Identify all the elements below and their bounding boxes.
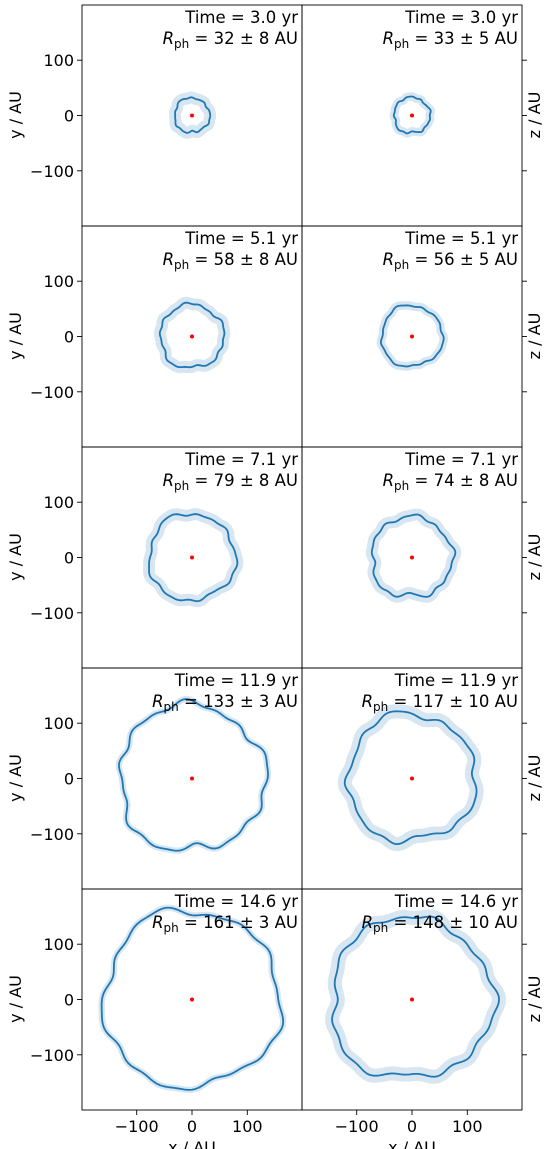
y-tick-label: −100	[30, 604, 74, 623]
y-axis-label: y / AU	[6, 91, 25, 139]
rph-label: Rph = 79 ± 8 AU	[163, 471, 298, 493]
panel-right-3: Time = 7.1 yr Rph = 74 ± 8 AU z / AU	[301, 446, 544, 669]
time-label: Time = 5.1 yr	[184, 229, 298, 248]
y-tick-label: −100	[30, 825, 74, 844]
rph-label: Rph = 161 ± 3 AU	[152, 913, 298, 935]
photosphere-contour	[343, 710, 478, 846]
center-marker	[410, 113, 414, 118]
time-label: Time = 14.6 yr	[174, 892, 298, 911]
center-marker	[410, 555, 414, 560]
photosphere-band	[115, 695, 272, 854]
rph-label: Rph = 33 ± 5 AU	[383, 29, 518, 51]
z-axis-label: z / AU	[525, 755, 544, 802]
rph-label: Rph = 32 ± 8 AU	[163, 29, 298, 51]
y-axis-label: y / AU	[6, 754, 25, 802]
photosphere-contour	[392, 95, 432, 135]
panel-left-4: Time = 11.9 yr Rph = 133 ± 3 AU 100 0 −100 y …	[6, 667, 303, 890]
x-axis-label: x / AU	[388, 1138, 436, 1149]
panel-left-2: Time = 5.1 yr Rph = 58 ± 8 AU 100 0 −100 y / …	[6, 225, 303, 448]
photosphere-contour	[148, 513, 239, 603]
y-axis-label: y / AU	[6, 312, 25, 360]
z-axis-label: z / AU	[525, 313, 544, 360]
y-axis-label: y / AU	[6, 533, 25, 581]
time-label: Time = 5.1 yr	[404, 229, 518, 248]
center-marker	[190, 555, 194, 560]
panel-right-4: Time = 11.9 yr Rph = 117 ± 10 AU z / AU	[301, 667, 544, 890]
photosphere-contour	[158, 301, 226, 369]
center-marker	[410, 334, 414, 339]
x-tick-label: 0	[407, 1117, 417, 1136]
rph-label: Rph = 148 ± 10 AU	[362, 913, 518, 935]
x-tick-label: 0	[187, 1117, 197, 1136]
center-marker	[190, 113, 194, 118]
y-tick-label: 0	[64, 107, 74, 126]
center-marker	[190, 334, 194, 339]
y-tick-label: −100	[30, 162, 74, 181]
photosphere-band	[325, 909, 507, 1084]
y-tick-label: 0	[64, 328, 74, 347]
panel-right-2: Time = 5.1 yr Rph = 56 ± 5 AU z / AU	[301, 225, 544, 448]
time-label: Time = 3.0 yr	[404, 8, 518, 27]
panel-right-5: Time = 14.6 yr Rph = 148 ± 10 AU z / AU −10…	[301, 888, 544, 1149]
y-tick-label: 100	[43, 935, 74, 954]
time-label: Time = 7.1 yr	[184, 450, 298, 469]
y-tick-label: 0	[64, 770, 74, 789]
rph-label: Rph = 58 ± 8 AU	[163, 250, 298, 272]
panel-left-1: Time = 3.0 yr Rph = 32 ± 8 AU 100 0 −100 y / …	[6, 4, 303, 227]
photosphere-contour	[331, 915, 500, 1078]
y-tick-label: −100	[30, 1046, 74, 1065]
time-label: Time = 14.6 yr	[394, 892, 518, 911]
center-marker	[410, 776, 414, 781]
rph-label: Rph = 117 ± 10 AU	[362, 692, 518, 714]
x-tick-label: 100	[452, 1117, 483, 1136]
z-axis-label: z / AU	[525, 92, 544, 139]
time-label: Time = 3.0 yr	[184, 8, 298, 27]
y-tick-label: 100	[43, 51, 74, 70]
photosphere-contour	[100, 906, 285, 1091]
center-marker	[410, 997, 414, 1002]
x-axis-label: x / AU	[168, 1138, 216, 1149]
time-label: Time = 11.9 yr	[394, 671, 518, 690]
rph-label: Rph = 74 ± 8 AU	[383, 471, 518, 493]
y-axis-label: y / AU	[6, 975, 25, 1023]
z-axis-label: z / AU	[525, 976, 544, 1023]
y-tick-label: 100	[43, 493, 74, 512]
photosphere-contour	[370, 513, 457, 598]
x-tick-label: −100	[335, 1117, 379, 1136]
center-marker	[190, 997, 194, 1002]
time-label: Time = 7.1 yr	[404, 450, 518, 469]
photosphere-contour	[118, 698, 269, 852]
rph-label: Rph = 56 ± 5 AU	[383, 250, 518, 272]
center-marker	[190, 776, 194, 781]
z-axis-label: z / AU	[525, 534, 544, 581]
y-tick-label: −100	[30, 383, 74, 402]
y-tick-label: 0	[64, 549, 74, 568]
photosphere-contour	[174, 96, 212, 134]
photosphere-contour	[380, 304, 445, 368]
panel-left-5: Time = 14.6 yr Rph = 161 ± 3 AU 100 0 −100 y …	[6, 888, 303, 1149]
x-tick-label: −100	[115, 1117, 159, 1136]
panel-right-1: Time = 3.0 yr Rph = 33 ± 5 AU z / AU	[301, 4, 544, 227]
x-tick-label: 100	[232, 1117, 263, 1136]
y-tick-label: 100	[43, 714, 74, 733]
y-tick-label: 100	[43, 272, 74, 291]
panel-left-3: Time = 7.1 yr Rph = 79 ± 8 AU 100 0 −100 y / …	[6, 446, 303, 669]
rph-label: Rph = 133 ± 3 AU	[152, 692, 298, 714]
time-label: Time = 11.9 yr	[174, 671, 298, 690]
y-tick-label: 0	[64, 991, 74, 1010]
